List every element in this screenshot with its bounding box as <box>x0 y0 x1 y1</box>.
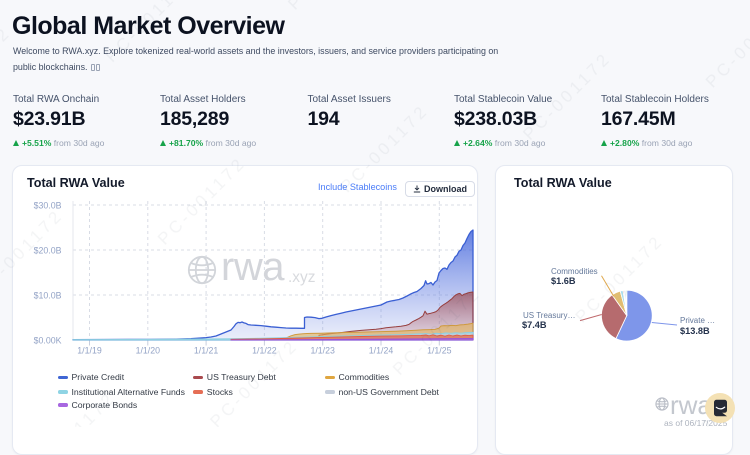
svg-text:1/1/25: 1/1/25 <box>427 346 452 356</box>
svg-text:1/1/22: 1/1/22 <box>252 346 277 356</box>
svg-text:1/1/19: 1/1/19 <box>77 346 102 356</box>
svg-text:$10.0B: $10.0B <box>34 291 62 301</box>
svg-text:1/1/20: 1/1/20 <box>136 346 161 356</box>
svg-text:$0.00K: $0.00K <box>34 336 62 346</box>
svg-text:1/1/21: 1/1/21 <box>194 346 219 356</box>
svg-text:$20.0B: $20.0B <box>34 246 62 256</box>
svg-text:$30.0B: $30.0B <box>34 201 62 211</box>
svg-text:1/1/24: 1/1/24 <box>369 346 394 356</box>
svg-text:1/1/23: 1/1/23 <box>310 346 335 356</box>
